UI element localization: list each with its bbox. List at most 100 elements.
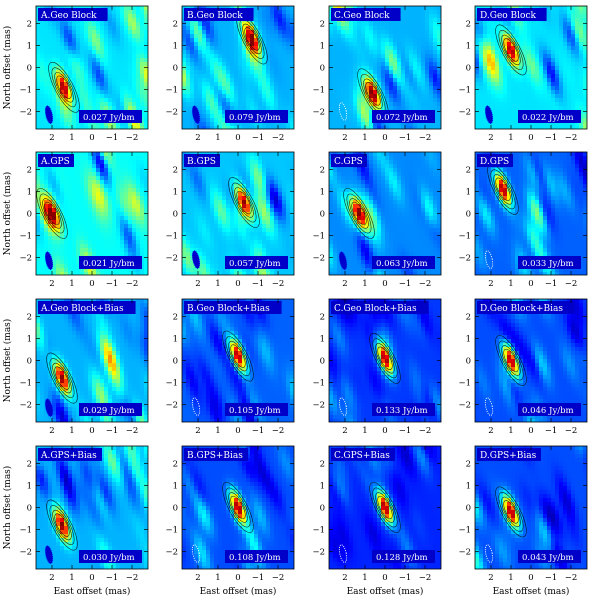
map-cell — [286, 66, 291, 71]
map-cell — [551, 94, 556, 99]
map-cell — [547, 74, 552, 79]
map-cell — [286, 38, 291, 43]
map-cell — [40, 58, 45, 63]
map-cell — [210, 74, 215, 79]
map-cell — [341, 126, 346, 129]
map-cell — [429, 54, 434, 59]
map-cell — [186, 90, 191, 95]
map-cell — [108, 232, 113, 237]
map-cell — [238, 38, 243, 43]
map-cell — [357, 106, 362, 111]
map-cell — [365, 82, 370, 87]
map-cell — [270, 160, 275, 165]
map-cell — [393, 54, 398, 59]
map-cell — [64, 236, 69, 241]
y-tick-label: −1 — [19, 231, 32, 241]
map-cell — [140, 260, 145, 265]
map-cell — [52, 184, 57, 189]
map-cell — [36, 184, 41, 189]
map-cell — [274, 188, 279, 193]
map-cell — [238, 122, 243, 127]
intensity-map — [182, 152, 294, 275]
map-cell — [84, 236, 89, 241]
map-cell — [290, 168, 294, 173]
map-cell — [230, 34, 235, 39]
map-cell — [278, 208, 283, 213]
panel-title-box — [477, 8, 547, 21]
map-cell — [84, 272, 89, 275]
map-cell — [218, 168, 223, 173]
map-cell — [108, 58, 113, 63]
contour-line — [498, 30, 524, 70]
map-cell — [36, 216, 41, 221]
map-cell — [230, 204, 235, 209]
map-cell — [349, 122, 354, 127]
map-cell — [551, 50, 556, 55]
map-cell — [254, 152, 259, 157]
map-cell — [124, 50, 129, 55]
map-cell — [96, 156, 101, 161]
map-cell — [80, 176, 85, 181]
map-cell — [52, 236, 57, 241]
map-cell — [40, 216, 45, 221]
map-cell — [144, 14, 148, 19]
map-cell — [36, 200, 41, 205]
map-cell — [535, 70, 540, 75]
map-cell — [56, 212, 61, 217]
map-cell — [579, 18, 584, 23]
map-cell — [250, 78, 255, 83]
map-cell — [72, 168, 77, 173]
contour-line — [242, 23, 262, 55]
map-cell — [100, 46, 105, 51]
map-cell — [116, 122, 121, 127]
map-cell — [349, 82, 354, 87]
map-cell — [381, 58, 386, 63]
map-cell — [413, 22, 418, 27]
map-cell — [329, 118, 334, 123]
map-cell — [583, 62, 587, 67]
map-cell — [226, 42, 231, 47]
map-cell — [218, 26, 223, 31]
map-cell — [120, 248, 125, 253]
map-cell — [222, 184, 227, 189]
map-cell — [567, 26, 572, 31]
contour-line — [36, 188, 68, 239]
map-cell — [194, 168, 199, 173]
map-cell — [100, 54, 105, 59]
map-cell — [120, 14, 125, 19]
map-cell — [262, 14, 267, 19]
map-cell — [527, 94, 532, 99]
map-cell — [84, 74, 89, 79]
map-cell — [182, 180, 187, 185]
map-cell — [84, 78, 89, 83]
map-cell — [144, 268, 148, 273]
x-tick-label: −2 — [272, 133, 285, 143]
map-cell — [218, 78, 223, 83]
map-cell — [345, 86, 350, 91]
map-cell — [234, 34, 239, 39]
map-cell — [329, 126, 334, 129]
map-cell — [64, 118, 69, 123]
map-cell — [433, 50, 438, 55]
map-cell — [56, 220, 61, 225]
map-cell — [40, 260, 45, 265]
map-cell — [214, 172, 219, 177]
map-cell — [68, 240, 73, 245]
map-cell — [56, 268, 61, 273]
map-cell — [286, 70, 291, 75]
map-cell — [341, 70, 346, 75]
map-cell — [246, 98, 251, 103]
map-cell — [242, 94, 247, 99]
map-cell — [194, 126, 199, 129]
map-cell — [230, 200, 235, 205]
map-cell — [511, 38, 516, 43]
map-cell — [88, 164, 93, 169]
map-cell — [254, 98, 259, 103]
x-tick-label: 2 — [49, 133, 54, 143]
map-cell — [491, 22, 496, 27]
map-cell — [547, 66, 552, 71]
map-cell — [100, 66, 105, 71]
map-cell — [144, 216, 148, 221]
map-cell — [290, 46, 294, 51]
map-cell — [353, 78, 358, 83]
